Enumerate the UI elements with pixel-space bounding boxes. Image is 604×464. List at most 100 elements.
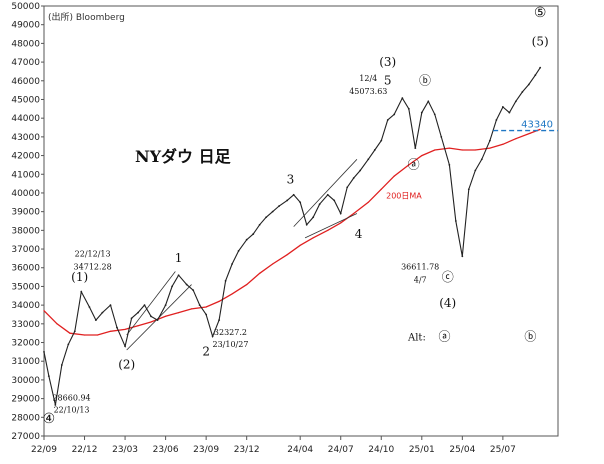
y-tick-label: 33000 xyxy=(11,320,40,330)
trend-channel-line xyxy=(293,159,358,227)
wave-annotation: (5) xyxy=(532,34,549,48)
wave-annotation: 23/10/27 xyxy=(212,340,248,349)
y-tick-label: 43000 xyxy=(11,133,40,143)
wave-annotation: ⓑ xyxy=(524,330,536,344)
x-tick-label: 22/12 xyxy=(72,445,98,455)
price-point xyxy=(448,164,451,166)
price-point xyxy=(467,188,470,191)
wave-annotation: 3 xyxy=(287,173,295,187)
annotations: ④ 28660.94 22/10/13 (1) 22/12/13 34712.28 (2) 1… xyxy=(43,5,549,427)
price-point xyxy=(380,139,383,142)
price-point xyxy=(367,158,370,161)
y-tick-label: 30000 xyxy=(11,376,40,386)
ma-point xyxy=(393,175,395,177)
price-point xyxy=(299,201,302,204)
price-point xyxy=(109,304,112,307)
ma-point xyxy=(474,149,476,151)
price-point xyxy=(420,111,423,114)
y-tick-label: 47000 xyxy=(11,58,40,68)
price-point xyxy=(218,319,221,321)
price-point xyxy=(245,238,248,241)
wave-annotation: 4/7 xyxy=(414,276,427,285)
price-point xyxy=(326,193,329,196)
ma-point xyxy=(367,201,369,203)
wave-annotation: 2 xyxy=(202,345,210,359)
ma-point xyxy=(272,263,274,265)
ma-point xyxy=(96,334,99,336)
y-tick-label: 34000 xyxy=(11,301,40,311)
y-tick-label: 44000 xyxy=(11,114,40,124)
wave-annotation: (1) xyxy=(71,270,88,284)
price-point xyxy=(278,205,281,207)
price-point xyxy=(150,315,152,318)
ma-point xyxy=(434,149,436,151)
price-point xyxy=(407,107,410,110)
x-tick-label: 23/09 xyxy=(193,445,219,455)
ma-point xyxy=(353,212,355,215)
ma-point xyxy=(502,143,504,145)
wave-annotation: ⑤ xyxy=(534,5,547,21)
ma-point xyxy=(150,321,152,323)
ma-point xyxy=(539,128,541,130)
x-tick-label: 23/03 xyxy=(112,445,138,455)
price-point xyxy=(454,220,457,222)
y-tick-label: 40000 xyxy=(11,189,40,199)
y-tick-label: 28000 xyxy=(11,413,40,423)
price-point xyxy=(352,177,355,179)
price-point xyxy=(143,304,146,307)
wave-annotation: 32327.2 xyxy=(214,328,247,337)
x-tick-label: 25/04 xyxy=(449,445,475,455)
ma-point xyxy=(489,147,491,149)
wave-annotation: ⓑ xyxy=(419,74,431,88)
ma-point xyxy=(246,283,248,286)
price-point xyxy=(312,216,315,219)
x-tick-label: 24/10 xyxy=(368,445,394,455)
wave-annotation: 22/10/13 xyxy=(54,406,90,415)
y-tick-label: 39000 xyxy=(11,208,40,218)
price-point xyxy=(116,326,118,329)
axes: 2700028000290003000031000320003300034000… xyxy=(11,2,559,455)
price-point xyxy=(339,212,342,215)
price-point xyxy=(258,223,261,226)
ma-point xyxy=(380,188,382,190)
x-tick-label: 23/06 xyxy=(153,445,179,455)
plot-frame xyxy=(43,5,559,437)
price-point xyxy=(318,203,321,206)
ma-point xyxy=(137,325,139,327)
wave-annotation: (3) xyxy=(379,55,396,69)
ma-point xyxy=(56,323,58,325)
ma-point xyxy=(421,154,423,157)
wave-annotation: Alt: xyxy=(407,333,426,344)
y-tick-label: 36000 xyxy=(11,264,40,274)
ma-point xyxy=(218,300,220,302)
ma-point xyxy=(299,244,301,246)
reference-line-group: 43340 200日MA xyxy=(386,120,558,201)
price-point xyxy=(401,97,404,99)
x-tick-label: 24/07 xyxy=(328,445,354,455)
price-point xyxy=(514,100,517,103)
wave-annotation: 5 xyxy=(384,74,392,88)
price-point xyxy=(271,210,274,213)
price-point xyxy=(101,311,104,314)
price-point xyxy=(211,335,214,338)
ma-label: 200日MA xyxy=(386,192,422,201)
price-point xyxy=(164,304,167,307)
y-tick-label: 48000 xyxy=(11,39,40,49)
price-point xyxy=(73,330,76,333)
wave-annotation: ⓐ xyxy=(408,158,420,172)
price-point xyxy=(495,119,498,121)
y-tick-label: 46000 xyxy=(11,77,40,87)
ma-point xyxy=(286,254,288,256)
price-point xyxy=(521,91,524,93)
y-tick-label: 38000 xyxy=(11,226,40,236)
price-point xyxy=(265,216,268,219)
ma-200-line xyxy=(43,128,541,336)
price-point xyxy=(508,111,511,114)
price-point xyxy=(171,285,173,288)
ma-point xyxy=(43,310,45,312)
ma-point xyxy=(83,334,86,336)
wave-annotation: 22/12/13 xyxy=(75,250,111,259)
price-point xyxy=(427,100,430,103)
x-tick-label: 25/01 xyxy=(409,445,435,455)
chart-title: NYダウ 日足 xyxy=(135,147,232,166)
